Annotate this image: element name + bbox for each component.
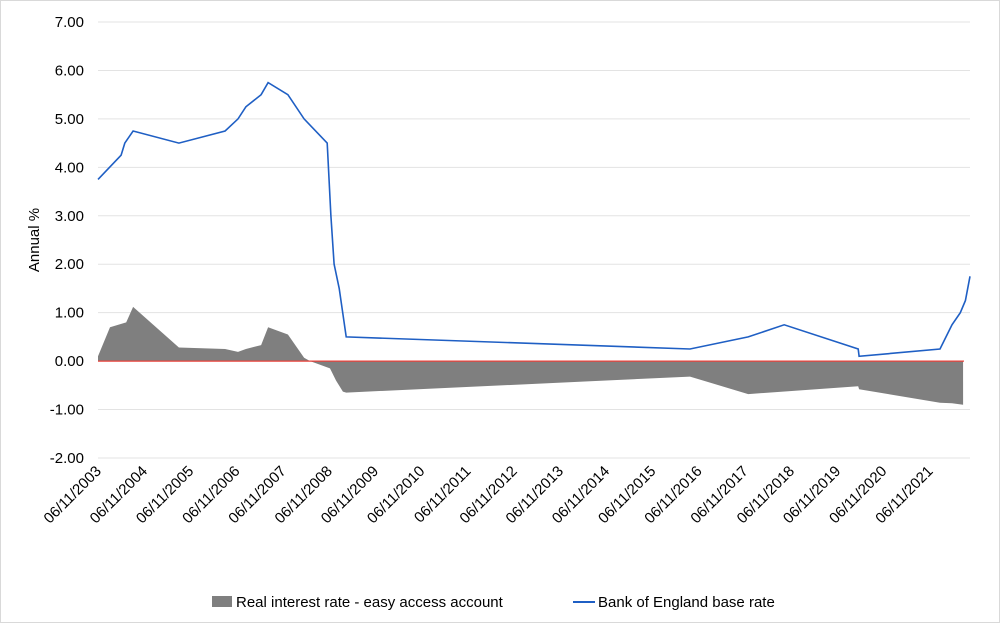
base-rate-line <box>97 81 971 358</box>
y-tick-label: 0.00 <box>55 353 84 370</box>
y-tick-label: 6.00 <box>55 62 84 79</box>
y-tick-label: 4.00 <box>55 159 84 176</box>
y-tick-label: 2.00 <box>55 256 84 273</box>
y-tick-label: -1.00 <box>50 402 84 419</box>
legend-label-line: Bank of England base rate <box>598 594 775 611</box>
real-rate-area <box>98 306 964 405</box>
y-tick-label: 1.00 <box>55 305 84 322</box>
legend-swatch-area <box>212 596 232 607</box>
y-tick-label: 7.00 <box>55 14 84 31</box>
y-tick-label: 3.00 <box>55 208 84 225</box>
y-axis-label: Annual % <box>26 208 43 272</box>
legend-label-area: Real interest rate - easy access account <box>236 594 504 611</box>
base-rate-polyline <box>97 81 971 358</box>
real-rate-area-shape <box>98 306 964 405</box>
y-axis-ticks: -2.00 -1.00 0.00 1.00 2.00 3.00 4.00 5.00 6.00 7.… <box>50 14 84 467</box>
x-axis-ticks: 06/11/200306/11/200406/11/200506/11/2006… <box>41 463 937 527</box>
gridlines <box>98 21 970 459</box>
y-tick-label: -2.00 <box>50 450 84 467</box>
y-tick-label: 5.00 <box>55 111 84 128</box>
legend: Real interest rate - easy access account… <box>212 594 775 611</box>
